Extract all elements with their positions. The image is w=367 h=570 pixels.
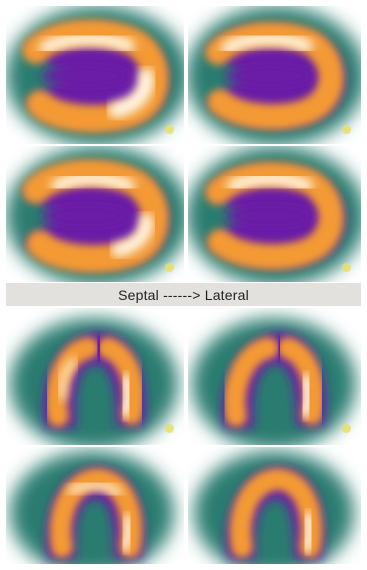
scan-image: [192, 318, 356, 445]
scan-panel-upper-right-top: [188, 6, 361, 144]
scan-panel-upper-right-bottom: [188, 146, 361, 282]
scan-panel-lower-right-top: [188, 308, 361, 445]
scan-image: [10, 451, 174, 564]
septal-lateral-divider: Septal ------> Lateral: [6, 283, 361, 306]
corner-marker: [165, 424, 174, 433]
scan-panel-lower-right-bottom: [188, 447, 361, 564]
corner-marker: [165, 125, 174, 134]
corner-marker: [342, 263, 351, 272]
corner-marker: [342, 424, 351, 433]
scan-panel-lower-left-bottom: [6, 447, 184, 564]
scan-image: [188, 146, 361, 282]
scan-panel-upper-left-top: [6, 6, 184, 144]
scan-image: [6, 146, 184, 282]
corner-marker: [165, 263, 174, 272]
septal-lateral-label: Septal ------> Lateral: [118, 286, 249, 303]
scan-panel-lower-left-top: [6, 308, 184, 445]
scan-panel-upper-left-bottom: [6, 146, 184, 282]
scan-image: [194, 451, 354, 564]
scan-image: [6, 6, 184, 144]
scan-image: [10, 318, 178, 445]
scan-image: [188, 6, 361, 144]
corner-marker: [342, 125, 351, 134]
